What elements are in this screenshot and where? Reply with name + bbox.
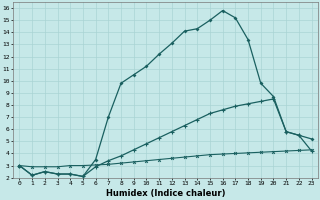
X-axis label: Humidex (Indice chaleur): Humidex (Indice chaleur) xyxy=(106,189,225,198)
